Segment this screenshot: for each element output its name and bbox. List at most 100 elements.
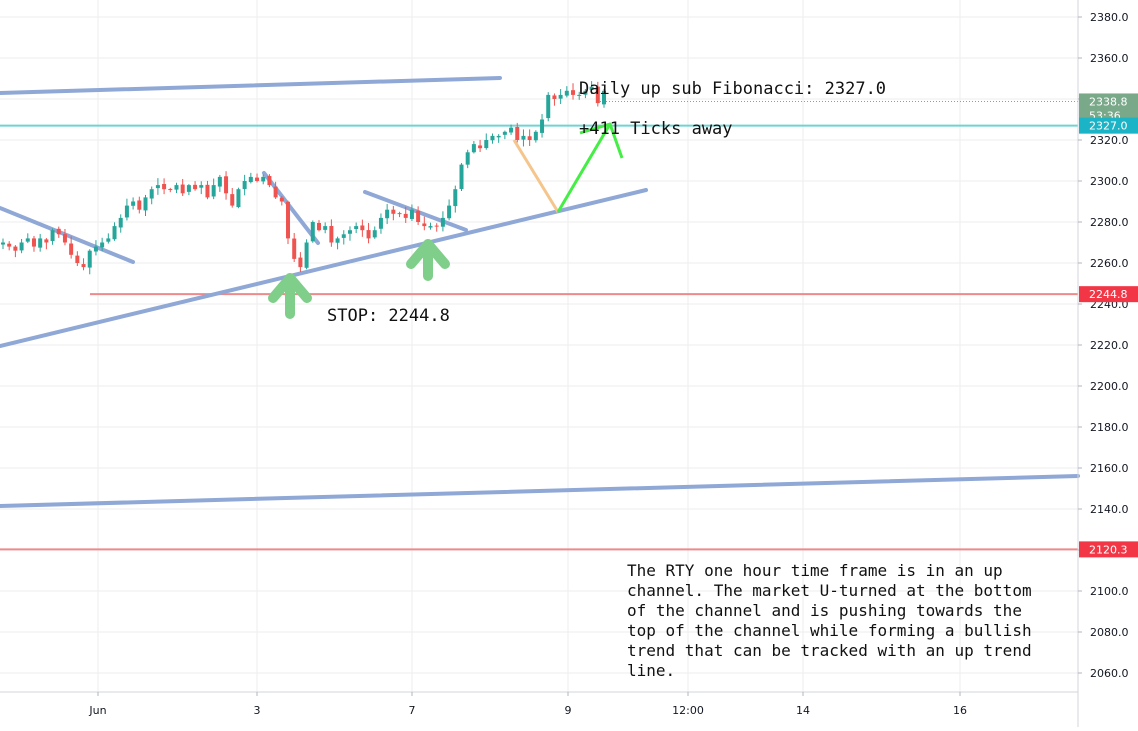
candle-body — [546, 94, 551, 119]
annotations: Daily up sub Fibonacci: 2327.0 +411 Tick… — [327, 79, 886, 326]
candle-body — [56, 228, 61, 235]
time-axis[interactable]: Jun 3 7 9 12:00 14 16 — [0, 691, 1078, 717]
candle-body — [230, 194, 235, 206]
candle-body — [465, 152, 470, 165]
candle-body — [372, 230, 377, 238]
candle-body — [255, 177, 260, 181]
candle-body — [434, 225, 439, 227]
candle-body — [422, 223, 427, 227]
candle-body — [316, 222, 321, 231]
time-tick-label: 12:00 — [672, 704, 704, 717]
candle-body — [267, 176, 272, 186]
candle-body — [521, 135, 526, 140]
candle-body — [453, 189, 458, 207]
candle-body — [217, 176, 222, 187]
time-tick-label: 7 — [409, 704, 416, 717]
candle-body — [279, 197, 284, 202]
candle-body — [273, 186, 278, 198]
description-line: The RTY one hour time frame is in an up — [627, 561, 1003, 580]
trend-line — [363, 190, 468, 232]
fib-label: Daily up sub Fibonacci: 2327.0 — [579, 79, 886, 99]
candle-body — [62, 234, 67, 243]
projection-up-arrow — [556, 123, 612, 213]
candle-body — [354, 226, 359, 230]
price-tick-label: 2300.0 — [1090, 175, 1129, 188]
candle-body — [87, 250, 92, 268]
price-tick-label: 2380.0 — [1090, 11, 1129, 24]
candle-body — [490, 135, 495, 141]
price-tick-label: 2160.0 — [1090, 462, 1129, 475]
description-line: of the channel and is pushing towards th… — [627, 601, 1022, 620]
candle-body — [602, 90, 606, 105]
price-tick-label: 2140.0 — [1090, 503, 1129, 516]
candle-body — [261, 176, 266, 182]
candle-body — [38, 238, 43, 248]
candle-body — [403, 213, 408, 218]
candle-body — [484, 140, 489, 149]
price-tick-label: 2360.0 — [1090, 52, 1129, 65]
price-tag-label: 2244.8 — [1089, 288, 1128, 301]
description-line: trend that can be tracked with an up tre… — [627, 641, 1032, 660]
candle-body — [471, 144, 476, 153]
candle-body — [106, 238, 111, 242]
stop-label: STOP: 2244.8 — [327, 306, 450, 326]
trend-line — [262, 171, 320, 245]
candles — [1, 81, 606, 275]
candle-body — [298, 257, 303, 268]
candle-body — [564, 90, 569, 96]
time-tick-label: 14 — [796, 704, 810, 717]
candle-body — [366, 230, 371, 239]
candle-body — [211, 185, 216, 197]
lower-channel-line — [0, 474, 1080, 508]
price-tick-label: 2260.0 — [1090, 257, 1129, 270]
candle-body — [571, 90, 576, 95]
price-tick-label: 2320.0 — [1090, 134, 1129, 147]
candle-body — [595, 86, 600, 104]
description-line: channel. The market U-turned at the bott… — [627, 581, 1032, 600]
candle-body — [496, 135, 501, 138]
price-tick-label: 2220.0 — [1090, 339, 1129, 352]
candle-body — [428, 226, 433, 228]
horizontal-levels — [0, 100, 1078, 551]
price-tick-label: 2100.0 — [1090, 585, 1129, 598]
candle-body — [19, 242, 24, 251]
candle-body — [242, 181, 247, 190]
time-tick-label: 16 — [953, 704, 967, 717]
candle-body — [577, 94, 582, 96]
price-tick-label: 2200.0 — [1090, 380, 1129, 393]
candle-body — [31, 238, 36, 247]
price-tick-label: 2080.0 — [1090, 626, 1129, 639]
candle-body — [347, 230, 352, 234]
candle-body — [168, 189, 173, 191]
candle-body — [149, 189, 154, 199]
candle-body — [409, 209, 414, 219]
candle-body — [93, 246, 98, 252]
candle-body — [155, 185, 160, 189]
candle-body — [552, 95, 557, 99]
candle-body — [304, 242, 309, 268]
candle-body — [292, 238, 297, 259]
candle-body — [589, 86, 594, 90]
candle-body — [100, 242, 105, 248]
candle-body — [50, 230, 55, 242]
price-tick-label: 2060.0 — [1090, 667, 1129, 680]
candle-body — [335, 238, 340, 243]
candle-body — [329, 225, 334, 243]
candle-body — [286, 201, 291, 239]
candle-body — [502, 131, 507, 135]
candle-body — [236, 189, 241, 208]
candle-body — [341, 234, 346, 238]
candle-body — [81, 264, 86, 268]
price-tag-label: 2338.8 — [1089, 95, 1128, 108]
candle-body — [310, 222, 315, 242]
description-line: line. — [627, 661, 675, 680]
price-tag — [1079, 541, 1138, 558]
candle-body — [360, 225, 365, 231]
time-tick-label: 9 — [565, 704, 572, 717]
candle-body — [527, 136, 532, 140]
candle-body — [193, 184, 198, 190]
